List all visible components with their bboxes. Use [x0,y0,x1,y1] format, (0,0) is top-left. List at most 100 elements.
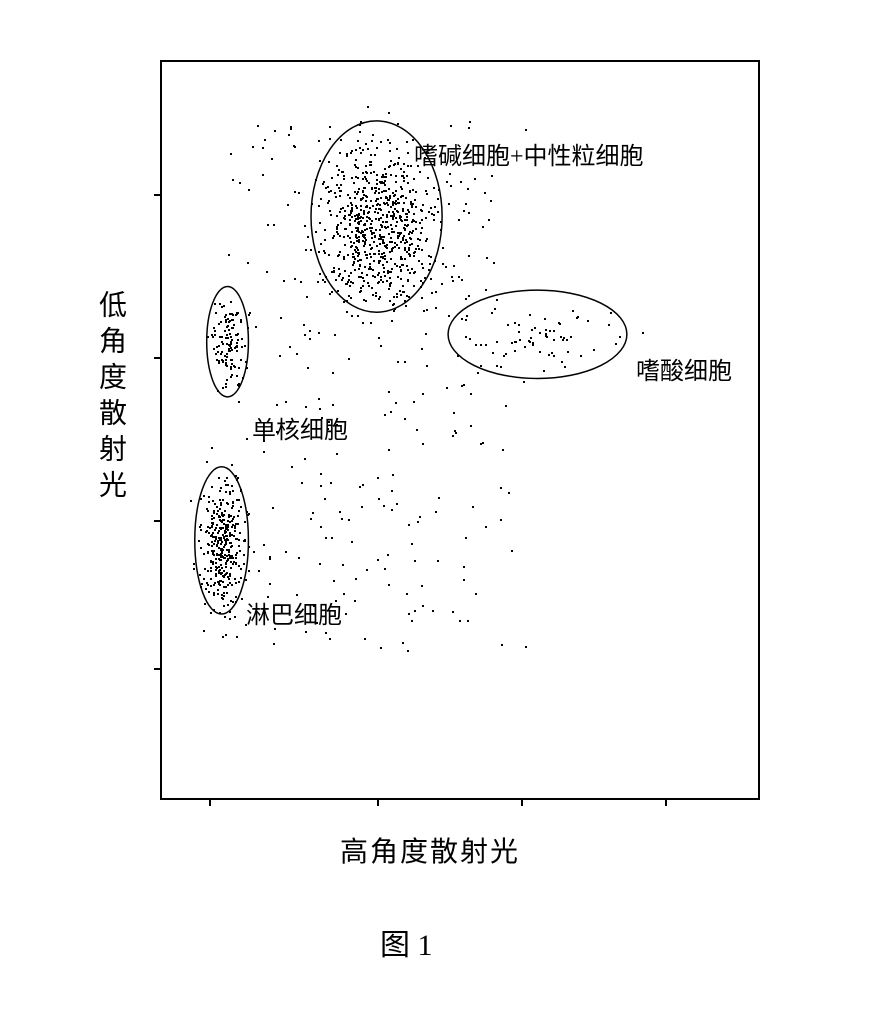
noise-point [389,142,391,144]
data-point [496,341,498,343]
data-point [375,292,377,294]
data-point [236,499,238,501]
noise-point [332,372,334,374]
data-point [428,211,430,213]
data-point [217,542,219,544]
data-point [236,313,238,315]
data-point [237,523,239,525]
noise-point [413,401,415,403]
noise-point [414,610,416,612]
data-point [567,351,569,353]
data-point [212,500,214,502]
noise-point [411,620,413,622]
data-point [403,163,405,165]
data-point [234,347,236,349]
data-point [340,222,342,224]
data-point [399,290,401,292]
data-point [230,515,232,517]
data-point [419,222,421,224]
data-point [500,366,502,368]
data-point [190,500,192,502]
noise-point [384,568,386,570]
noise-point [269,583,271,585]
data-point [245,361,247,363]
data-point [437,211,439,213]
data-point [374,154,376,156]
data-point [397,276,399,278]
data-point [576,317,578,319]
data-point [376,147,378,149]
data-point [406,216,408,218]
data-point [207,510,209,512]
data-point [362,240,364,242]
noise-point [423,310,425,312]
data-point [418,248,420,250]
data-point [422,204,424,206]
data-point [384,184,386,186]
data-point [356,240,358,242]
data-point [225,634,227,636]
noise-point [377,477,379,479]
data-point [225,359,227,361]
data-point [514,350,516,352]
data-point [225,491,227,493]
noise-point [430,278,432,280]
data-point [367,106,369,108]
data-point [227,604,229,606]
data-point [484,192,486,194]
data-point [524,346,526,348]
data-point [224,616,226,618]
data-point [325,187,327,189]
noise-point [320,485,322,487]
noise-point [366,172,368,174]
data-point [378,272,380,274]
data-point [465,336,467,338]
data-point [318,205,320,207]
data-point [376,245,378,247]
data-point [231,464,233,466]
noise-point [465,537,467,539]
data-point [370,200,372,202]
data-point [396,293,398,295]
data-point [375,187,377,189]
data-point [400,216,402,218]
data-point [398,157,400,159]
noise-point [465,203,467,205]
data-point [227,318,229,320]
noise-point [469,121,471,123]
data-point [351,216,353,218]
data-point [422,267,424,269]
data-point [224,316,226,318]
noise-point [391,490,393,492]
data-point [350,297,352,299]
data-point [323,181,325,183]
data-point [358,268,360,270]
data-point [221,572,223,574]
noise-point [422,605,424,607]
noise-point [397,198,399,200]
noise-point [325,632,327,634]
data-point [237,339,239,341]
data-point [642,332,644,334]
data-point [362,190,364,192]
data-point [438,189,440,191]
data-point [213,609,215,611]
data-point [404,300,406,302]
data-point [390,258,392,260]
data-point [421,263,423,265]
noise-point [329,126,331,128]
data-point [215,569,217,571]
data-point [353,256,355,258]
data-point [213,543,215,545]
data-point [344,228,346,230]
data-point [348,275,350,277]
data-point [322,279,324,281]
noise-point [505,405,507,407]
data-point [386,221,388,223]
data-point [221,551,223,553]
data-point [370,164,372,166]
data-point [229,582,231,584]
data-point [223,592,225,594]
data-point [398,235,400,237]
noise-point [384,414,386,416]
